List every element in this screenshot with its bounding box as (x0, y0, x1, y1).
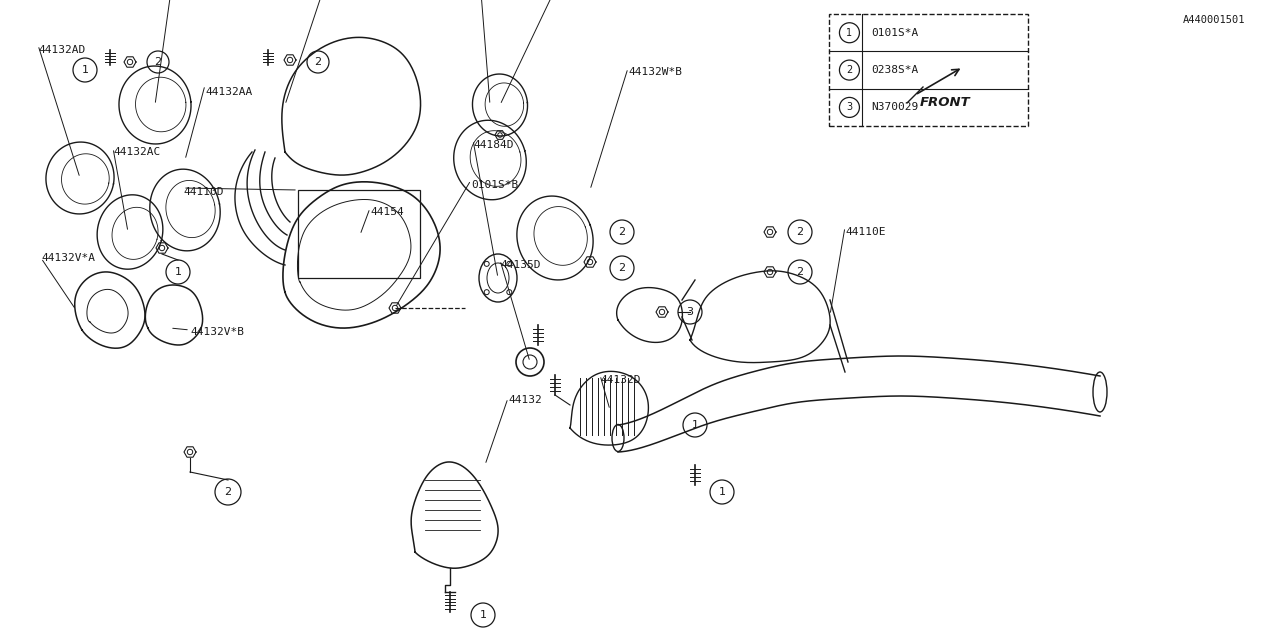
Text: 44184D: 44184D (474, 140, 513, 150)
Text: 44154: 44154 (370, 207, 403, 217)
Text: 44132D: 44132D (600, 375, 640, 385)
Text: 3: 3 (846, 102, 852, 113)
Text: 2: 2 (155, 57, 161, 67)
Text: 0101S*B: 0101S*B (471, 180, 518, 190)
Text: FRONT: FRONT (920, 95, 970, 109)
Text: 2: 2 (618, 227, 626, 237)
Text: 2: 2 (315, 57, 321, 67)
Text: 1: 1 (846, 28, 852, 38)
Text: 44132: 44132 (508, 395, 541, 405)
Text: 44132V*B: 44132V*B (189, 327, 244, 337)
Text: 3: 3 (686, 307, 694, 317)
Text: 2: 2 (618, 263, 626, 273)
Text: 1: 1 (82, 65, 88, 75)
Text: 44132AA: 44132AA (205, 87, 252, 97)
Text: 44132V*A: 44132V*A (41, 253, 95, 263)
Text: 44110E: 44110E (845, 227, 886, 237)
Text: 44110D: 44110D (183, 187, 224, 197)
Text: N370029: N370029 (872, 102, 919, 113)
Text: 2: 2 (224, 487, 232, 497)
Bar (829, 14, 1028, 126)
Text: 2: 2 (796, 227, 804, 237)
Text: 0101S*A: 0101S*A (872, 28, 919, 38)
Text: A440001501: A440001501 (1183, 15, 1245, 25)
Text: 1: 1 (718, 487, 726, 497)
Bar (298, 190, 420, 278)
Text: 44135D: 44135D (500, 260, 540, 270)
Text: 2: 2 (796, 267, 804, 277)
Text: 44132AC: 44132AC (113, 147, 160, 157)
Text: 0238S*A: 0238S*A (872, 65, 919, 75)
Text: 44132AD: 44132AD (38, 45, 86, 55)
Text: 1: 1 (174, 267, 182, 277)
Text: 1: 1 (691, 420, 699, 430)
Text: 2: 2 (846, 65, 852, 75)
Text: 44132W*B: 44132W*B (628, 67, 682, 77)
Text: 1: 1 (480, 610, 486, 620)
